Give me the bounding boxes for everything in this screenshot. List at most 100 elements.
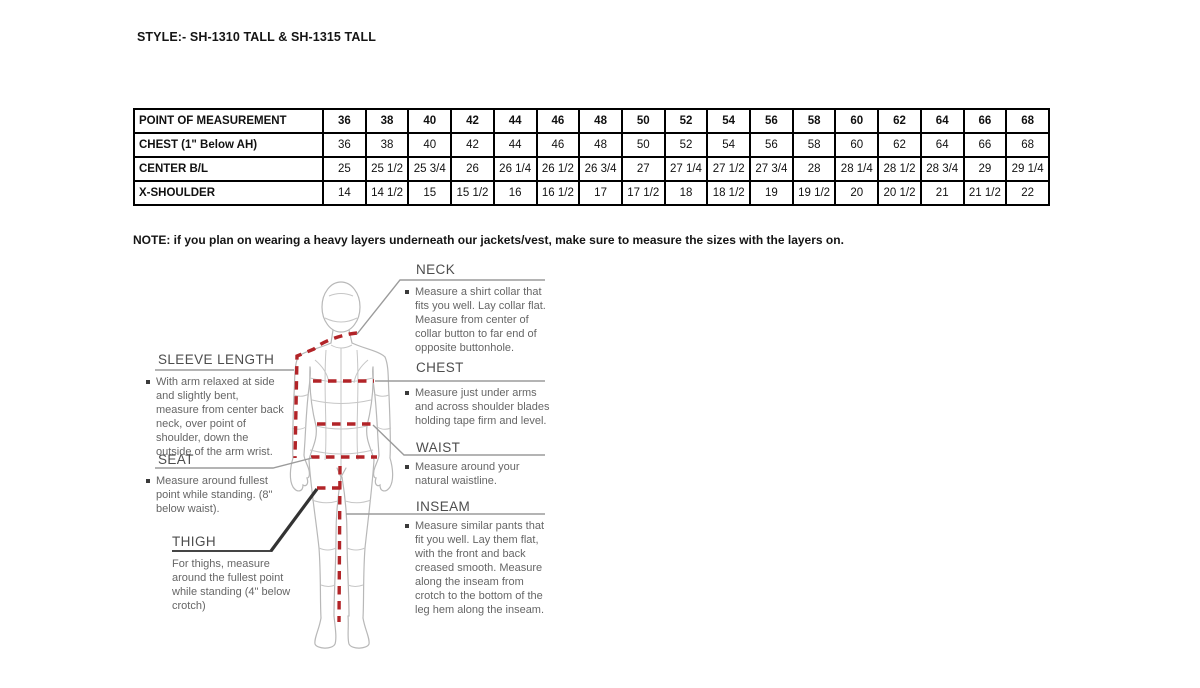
size-cell: 44 bbox=[492, 132, 538, 158]
size-cell: 17 1/2 bbox=[620, 180, 666, 206]
size-table-header-row: POINT OF MEASUREMENT 36 38 40 42 44 46 48 50 52 54… bbox=[133, 108, 1050, 134]
inseam-measure-line bbox=[337, 465, 342, 623]
section-title-waist: WAIST bbox=[416, 440, 461, 455]
size-cell: 18 1/2 bbox=[706, 180, 752, 206]
bullet-square-icon bbox=[405, 290, 409, 294]
section-title-neck: NECK bbox=[416, 262, 456, 277]
size-cell: 66 bbox=[962, 132, 1008, 158]
size-column-header: 66 bbox=[962, 108, 1008, 134]
size-cell: 26 1/4 bbox=[492, 156, 538, 182]
size-cell: 21 bbox=[919, 180, 965, 206]
size-cell: 19 1/2 bbox=[791, 180, 837, 206]
size-cell: 27 3/4 bbox=[749, 156, 794, 182]
size-cell: 28 1/4 bbox=[834, 156, 880, 182]
size-column-header: 40 bbox=[407, 108, 453, 134]
size-cell: 36 bbox=[322, 132, 367, 158]
size-column-header: 58 bbox=[791, 108, 837, 134]
size-cell: 22 bbox=[1005, 180, 1050, 206]
size-column-header: 54 bbox=[706, 108, 752, 134]
section-desc-thigh: For thighs, measure around the fullest p… bbox=[172, 558, 291, 612]
size-column-header: 52 bbox=[663, 108, 709, 134]
section-desc-seat: Measure around fullest point while stand… bbox=[146, 475, 278, 517]
size-cell: 56 bbox=[749, 132, 794, 158]
measurement-row-label: CHEST (1" Below AH) bbox=[133, 132, 324, 158]
size-cell: 28 3/4 bbox=[919, 156, 965, 182]
size-cell: 50 bbox=[620, 132, 666, 158]
measurement-row-label: CENTER B/L bbox=[133, 156, 324, 182]
size-column-header: 46 bbox=[535, 108, 581, 134]
point-of-measurement-header: POINT OF MEASUREMENT bbox=[133, 108, 324, 134]
section-title-chest: CHEST bbox=[416, 360, 464, 375]
table-row: CHEST (1" Below AH) 36 38 40 42 44 46 48 50 52 54 5… bbox=[133, 132, 1050, 158]
size-cell: 27 1/2 bbox=[706, 156, 752, 182]
table-row: CENTER B/L 25 25 1/2 25 3/4 26 26 1/4 26 1/2 26… bbox=[133, 156, 1050, 182]
note-text: NOTE: if you plan on wearing a heavy lay… bbox=[133, 233, 844, 247]
size-column-header: 38 bbox=[364, 108, 410, 134]
size-cell: 28 bbox=[791, 156, 837, 182]
size-cell: 16 bbox=[492, 180, 538, 206]
size-column-header: 68 bbox=[1005, 108, 1050, 134]
size-cell: 29 1/4 bbox=[1005, 156, 1050, 182]
section-desc-inseam: Measure similar pants that fit you well.… bbox=[405, 520, 553, 618]
sleeve-measure-line bbox=[293, 331, 358, 459]
size-cell: 26 3/4 bbox=[578, 156, 623, 182]
size-column-header: 62 bbox=[877, 108, 922, 134]
size-column-header: 36 bbox=[322, 108, 367, 134]
section-desc-waist: Measure around your natural waistline. bbox=[405, 461, 553, 489]
bullet-square-icon bbox=[405, 391, 409, 395]
section-title-thigh: THIGH bbox=[172, 534, 216, 549]
bullet-square-icon bbox=[405, 465, 409, 469]
size-column-header: 42 bbox=[450, 108, 495, 134]
size-cell: 20 1/2 bbox=[877, 180, 922, 206]
measurement-row-label: X-SHOULDER bbox=[133, 180, 324, 206]
size-cell: 62 bbox=[877, 132, 922, 158]
size-column-header: 60 bbox=[834, 108, 880, 134]
size-cell: 58 bbox=[791, 132, 837, 158]
size-cell: 16 1/2 bbox=[535, 180, 581, 206]
section-title-sleeve-length: SLEEVE LENGTH bbox=[158, 352, 275, 367]
size-cell: 18 bbox=[663, 180, 709, 206]
size-cell: 14 bbox=[322, 180, 367, 206]
size-cell: 48 bbox=[578, 132, 623, 158]
size-cell: 29 bbox=[962, 156, 1008, 182]
size-cell: 68 bbox=[1005, 132, 1050, 158]
size-cell: 38 bbox=[364, 132, 410, 158]
section-title-seat: SEAT bbox=[158, 452, 194, 467]
size-cell: 64 bbox=[919, 132, 965, 158]
size-column-header: 48 bbox=[578, 108, 623, 134]
size-cell: 14 1/2 bbox=[364, 180, 410, 206]
size-cell: 54 bbox=[706, 132, 752, 158]
table-row: X-SHOULDER 14 14 1/2 15 15 1/2 16 16 1/2 17 17 1… bbox=[133, 180, 1050, 206]
size-cell: 17 bbox=[578, 180, 623, 206]
size-cell: 26 bbox=[450, 156, 495, 182]
size-cell: 60 bbox=[834, 132, 880, 158]
size-cell: 26 1/2 bbox=[535, 156, 581, 182]
size-cell: 25 bbox=[322, 156, 367, 182]
size-cell: 15 bbox=[407, 180, 453, 206]
page-title: STYLE:- SH-1310 TALL & SH-1315 TALL bbox=[137, 30, 376, 44]
section-desc-sleeve-length: With arm relaxed at side and slightly be… bbox=[146, 376, 284, 460]
size-cell: 28 1/2 bbox=[877, 156, 922, 182]
section-title-inseam: INSEAM bbox=[416, 499, 471, 514]
bullet-square-icon bbox=[146, 479, 150, 483]
section-desc-chest: Measure just under arms and across shoul… bbox=[405, 387, 557, 429]
size-column-header: 64 bbox=[919, 108, 965, 134]
size-cell: 25 3/4 bbox=[407, 156, 453, 182]
size-cell: 20 bbox=[834, 180, 880, 206]
size-cell: 19 bbox=[749, 180, 794, 206]
section-desc-neck: Measure a shirt collar that fits you wel… bbox=[405, 286, 551, 356]
measurement-guide-diagram: NECK Measure a shirt collar that fits yo… bbox=[0, 255, 1200, 688]
size-cell: 52 bbox=[663, 132, 709, 158]
size-cell: 25 1/2 bbox=[364, 156, 410, 182]
bullet-square-icon bbox=[405, 524, 409, 528]
size-cell: 15 1/2 bbox=[450, 180, 495, 206]
bullet-square-icon bbox=[146, 380, 150, 384]
size-cell: 40 bbox=[407, 132, 453, 158]
size-column-header: 50 bbox=[620, 108, 666, 134]
size-cell: 27 1/4 bbox=[663, 156, 709, 182]
body-figure-diagram bbox=[155, 279, 545, 649]
size-cell: 46 bbox=[535, 132, 581, 158]
size-column-header: 44 bbox=[492, 108, 538, 134]
size-table: POINT OF MEASUREMENT 36 38 40 42 44 46 48 50 52 54… bbox=[133, 108, 1050, 206]
